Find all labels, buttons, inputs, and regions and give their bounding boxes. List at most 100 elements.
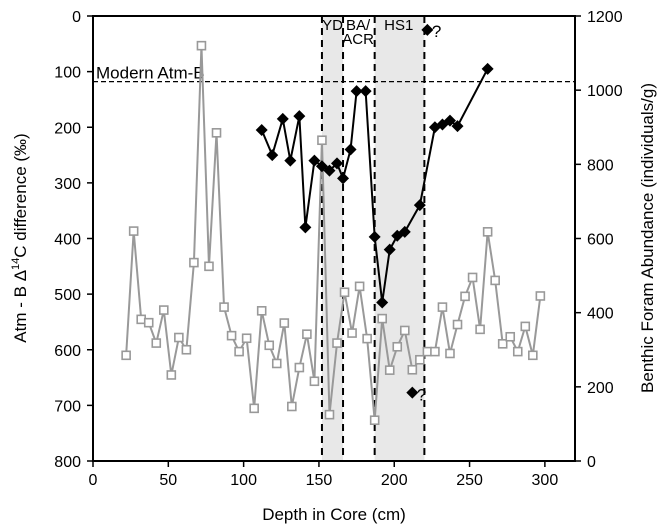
zone-label-yd: YD [322,17,343,34]
y-right-tick-label-200: 200 [587,380,614,397]
series-0-point-7 [174,332,184,343]
series-1-point-15 [376,296,389,309]
series-0-point-12 [211,128,222,138]
y-left-tick-label-400: 400 [54,232,81,249]
y-left-tick-label-500: 500 [54,287,81,304]
series-0-point-36 [392,341,403,352]
question-mark-0: ? [432,22,441,41]
series-1-point-3 [284,154,297,167]
series-0-point-8 [181,344,192,355]
y-right-tick-label-400: 400 [587,306,614,323]
series-layer [121,23,546,426]
series-0-point-42 [437,302,448,312]
series-0-point-30 [347,328,357,338]
y-left-tick-label-0: 0 [72,9,81,26]
y-left-title-main: Atm - B Δ [11,270,30,343]
series-1-point-5 [299,221,312,234]
series-0-point-13 [219,302,229,312]
series-1-point-1 [266,149,279,162]
series-0-point-22 [287,401,297,412]
y-left-axis-ticks: 0 100 200 300 400 500 600 700 800 [54,9,93,471]
series-0-point-45 [460,291,470,302]
series-0-point-23 [294,362,305,373]
series-0-point-0 [121,350,131,361]
zone-label-ba: BA/ [346,17,371,34]
series-0-point-19 [264,340,275,351]
series-1 [255,62,494,309]
series-1-point-24 [481,62,494,75]
series-0-point-24 [302,329,312,339]
y-left-tick-label-100: 100 [54,65,81,82]
x-tick-label-100: 100 [230,472,257,489]
question-mark-1: ? [417,385,426,404]
series-0-point-21 [279,318,290,328]
y-left-tick-label-600: 600 [54,343,81,360]
series-0-point-41 [430,346,440,357]
series-0-point-54 [528,350,538,361]
series-0-point-9 [189,257,199,268]
x-tick-label-150: 150 [306,472,333,489]
series-1-point-19 [413,199,426,212]
series-0-point-5 [158,305,169,315]
x-tick-label-200: 200 [381,472,408,489]
series-0-point-35 [384,365,395,375]
y-left-title-tail: C difference (‰) [11,133,30,257]
series-0-point-34 [377,313,388,324]
series-0-point-17 [249,403,259,414]
x-tick-label-250: 250 [456,472,483,489]
series-1-point-2 [276,112,289,125]
series-0-point-15 [234,346,244,357]
y-right-tick-label-0: 0 [587,454,596,471]
x-tick-label-50: 50 [159,472,177,489]
y-left-tick-label-300: 300 [54,176,81,193]
series-1-point-9 [331,157,344,170]
y-right-tick-label-1000: 1000 [587,83,623,100]
series-0-point-20 [271,358,282,369]
reference-line-group: Modern Atm-B [93,64,575,83]
series-0-point-38 [407,364,418,375]
y-left-tick-label-700: 700 [54,398,81,415]
series-0-point-11 [204,261,214,272]
series-0-point-26 [317,135,327,146]
series-0-point-4 [151,338,162,348]
series-1-point-23 [451,120,464,133]
series-0-point-39 [415,354,425,365]
series-1-point-4 [293,110,306,123]
series-1-point-12 [350,85,363,98]
series-0-point-46 [467,272,478,283]
series-0-point-29 [339,287,350,298]
series-1-point-18 [398,225,411,238]
series-0-point-25 [309,376,320,387]
series-1-point-6 [308,154,321,167]
series-0-point-32 [362,333,372,344]
series-0-point-1 [128,226,139,236]
series-1-point-10 [337,172,350,185]
y-left-tick-label-800: 800 [54,454,81,471]
series-0-point-48 [482,227,493,237]
annotations: YD BA/ACR HS1?? [322,17,441,404]
series-0-point-18 [256,306,267,316]
series-2-point-0 [406,386,419,399]
series-0-point-27 [324,409,335,420]
zone-label-hs1: HS1 [384,17,413,34]
y-right-tick-label-800: 800 [587,157,614,174]
series-0-point-28 [332,338,342,348]
series-0-point-6 [166,370,177,380]
series-1-point-13 [359,85,372,98]
series-1-point-11 [344,143,357,156]
series-0-point-43 [445,348,455,359]
x-tick-label-300: 300 [532,472,559,489]
series-0-point-53 [520,321,531,332]
reference-line-label: Modern Atm-B [96,64,205,83]
series-0-point-44 [452,319,463,330]
series-0-point-51 [505,331,516,342]
x-axis-title: Depth in Core (cm) [262,505,406,524]
series-3 [421,23,434,36]
series-0 [121,40,546,426]
series-0-point-3 [143,317,154,328]
x-axis-ticks: 0 50 100 150 200 250 300 [89,461,559,489]
series-0-point-14 [226,330,237,341]
y-right-tick-label-600: 600 [587,232,614,249]
series-1-point-16 [383,243,396,256]
